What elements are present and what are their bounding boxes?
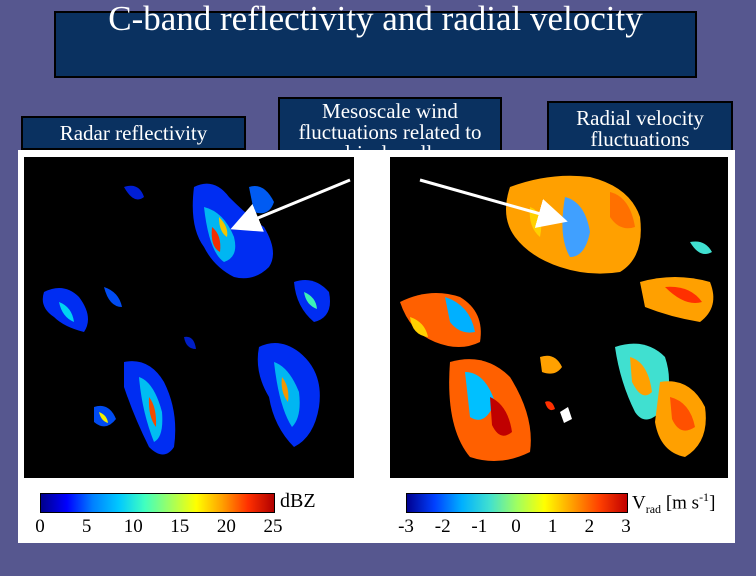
reflectivity-tick: 0: [35, 516, 45, 537]
reflectivity-tick: 10: [123, 516, 143, 537]
velocity-unit-sup: -1: [699, 490, 710, 504]
label-radar-reflectivity: Radar reflectivity: [21, 116, 246, 150]
velocity-tick: 0: [511, 516, 521, 537]
velocity-ticks: -3 -2 -1 0 1 2 3: [398, 516, 631, 540]
velocity-tick: -1: [471, 516, 488, 537]
velocity-colorbar: [406, 493, 628, 513]
velocity-unit-rest: [m s: [661, 492, 700, 514]
reflectivity-tick: 5: [81, 516, 92, 537]
velocity-tick: -3: [398, 516, 414, 537]
reflectivity-plot: [24, 157, 354, 478]
velocity-unit-main: V: [632, 492, 646, 514]
velocity-tick: 3: [621, 516, 631, 537]
velocity-unit-sub: rad: [645, 502, 662, 517]
reflectivity-unit: dBZ: [280, 490, 316, 512]
reflectivity-tick: 20: [216, 516, 236, 537]
velocity-unit: Vrad [m s-1]: [632, 490, 715, 517]
radial-velocity-image: [390, 157, 728, 478]
velocity-tick: 1: [547, 516, 558, 537]
reflectivity-ticks: 0 5 10 15 20 25: [35, 516, 282, 540]
reflectivity-image: [24, 157, 354, 478]
velocity-tick: 2: [584, 516, 595, 537]
reflectivity-colorbar: [40, 493, 275, 513]
page-title: C-band reflectivity and radial velocity: [108, 0, 643, 38]
radar-figure: dBZ 0 5 10 15 20 25 Vrad [m s-1] -3 -2 -…: [18, 150, 735, 543]
velocity-tick: -2: [434, 516, 451, 537]
title-box: [54, 11, 697, 78]
velocity-unit-end: ]: [709, 492, 716, 514]
reflectivity-tick: 25: [263, 516, 283, 537]
radial-velocity-plot: [390, 157, 728, 478]
reflectivity-tick: 15: [170, 516, 190, 537]
